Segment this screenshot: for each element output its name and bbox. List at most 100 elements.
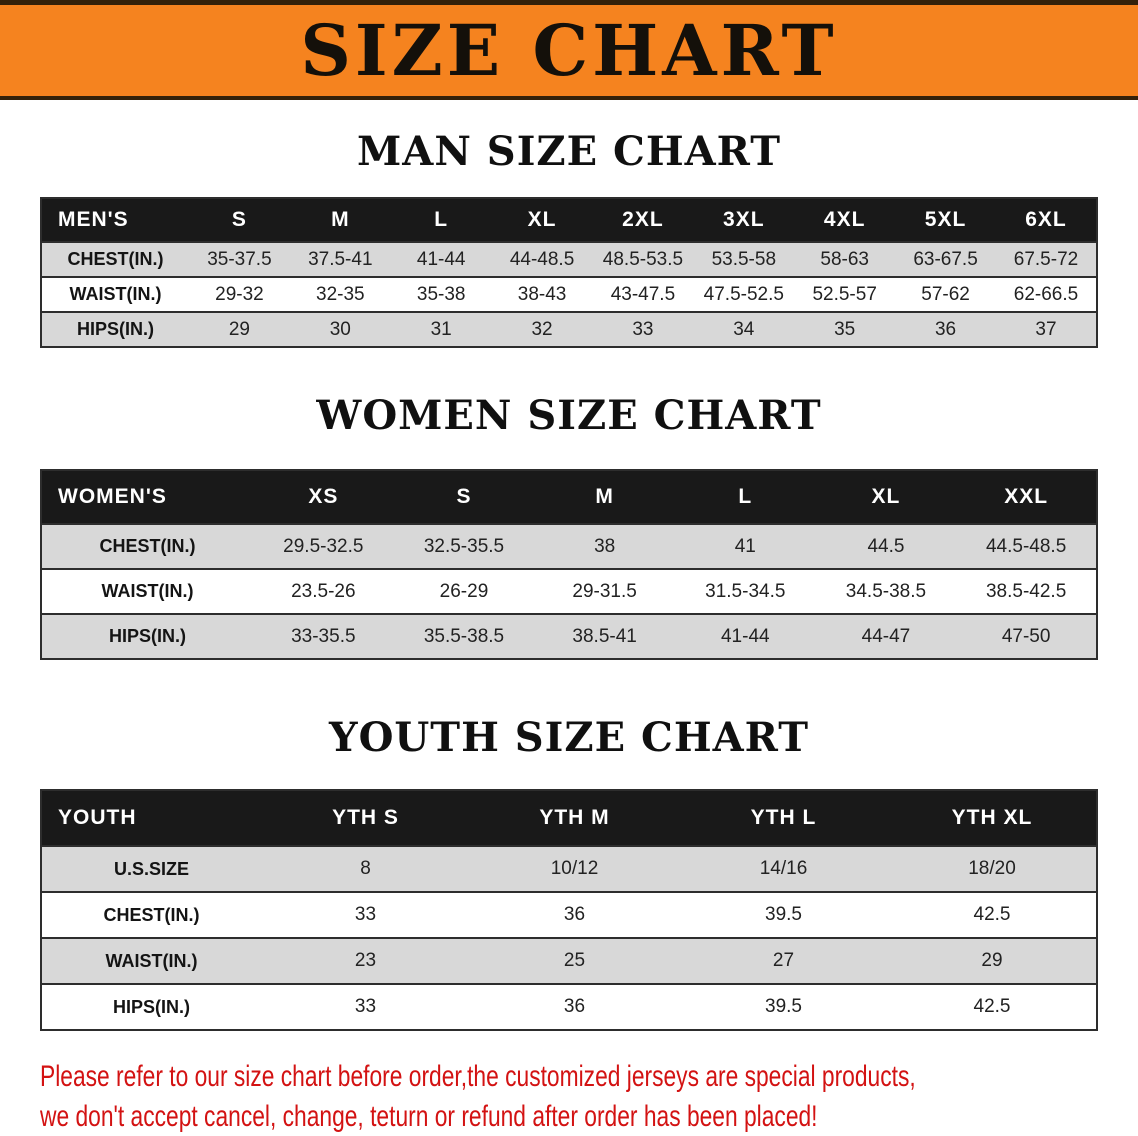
size-column-header: YTH L xyxy=(679,790,888,846)
size-value: 52.5-57 xyxy=(794,276,896,312)
size-column-header: XL xyxy=(815,470,957,524)
row-label: WAIST(IN.) xyxy=(41,276,189,312)
size-value: 62-66.5 xyxy=(996,276,1097,312)
youth-section-heading: YOUTH SIZE CHART xyxy=(329,714,809,761)
size-value: 18/20 xyxy=(888,845,1097,892)
size-value: 47.5-52.5 xyxy=(693,276,795,312)
table-corner-label: WOMEN'S xyxy=(41,470,253,524)
size-column-header: YTH M xyxy=(470,790,679,846)
women-size-chart-section: WOMEN SIZE CHART WOMEN'S XS S M L XL XXL CHEST(… xyxy=(0,392,1138,660)
disclaimer-line-1: Please refer to our size chart before or… xyxy=(40,1060,916,1093)
size-value: 29.5-32.5 xyxy=(253,523,394,569)
size-value: 41-44 xyxy=(674,613,816,659)
size-value: 32 xyxy=(491,311,593,347)
size-value: 39.5 xyxy=(679,983,888,1030)
row-label: U.S.SIZE xyxy=(41,845,261,892)
size-value: 35 xyxy=(794,311,896,347)
size-value: 32-35 xyxy=(289,276,391,312)
men-size-table: MEN'S S M L XL 2XL 3XL 4XL 5XL 6XL CHEST(IN.) 35-37… xyxy=(40,197,1098,348)
size-value: 29-31.5 xyxy=(534,568,675,614)
size-value: 44.5 xyxy=(815,523,957,569)
size-value: 44.5-48.5 xyxy=(956,523,1097,569)
size-value: 36 xyxy=(470,891,679,938)
size-value: 41 xyxy=(674,523,816,569)
table-row: WAIST(IN.) 23.5-26 26-29 29-31.5 31.5-34.5 34… xyxy=(41,568,1097,614)
size-column-header: XL xyxy=(491,198,593,242)
size-column-header: L xyxy=(674,470,816,524)
size-column-header: 4XL xyxy=(794,198,896,242)
size-value: 14/16 xyxy=(679,845,888,892)
size-column-header: S xyxy=(189,198,290,242)
table-row: WAIST(IN.) 29-32 32-35 35-38 38-43 43-47.5 47.… xyxy=(41,276,1097,312)
size-value: 58-63 xyxy=(794,241,896,277)
row-label: WAIST(IN.) xyxy=(41,568,253,614)
size-value: 39.5 xyxy=(679,891,888,938)
table-row: U.S.SIZE 8 10/12 14/16 18/20 xyxy=(41,845,1097,892)
size-value: 33 xyxy=(261,983,470,1030)
size-value: 38 xyxy=(534,523,675,569)
table-row: HIPS(IN.) 33-35.5 35.5-38.5 38.5-41 41-44 44-… xyxy=(41,613,1097,659)
size-value: 29-32 xyxy=(189,276,290,312)
size-value: 29 xyxy=(189,311,290,347)
size-value: 30 xyxy=(289,311,391,347)
size-value: 67.5-72 xyxy=(996,241,1097,277)
size-column-header: S xyxy=(393,470,535,524)
size-value: 48.5-53.5 xyxy=(592,241,694,277)
size-column-header: 5XL xyxy=(895,198,996,242)
youth-size-table: YOUTH YTH S YTH M YTH L YTH XL U.S.SIZE 8 10/12… xyxy=(40,789,1098,1031)
size-value: 31 xyxy=(390,311,492,347)
size-column-header: 6XL xyxy=(996,198,1097,242)
size-value: 38.5-41 xyxy=(534,613,675,659)
size-value: 26-29 xyxy=(393,568,535,614)
size-value: 29 xyxy=(888,937,1097,984)
size-value: 8 xyxy=(261,845,470,892)
table-corner-label: MEN'S xyxy=(41,198,189,242)
size-column-header: XXL xyxy=(956,470,1097,524)
table-header-row: YOUTH YTH S YTH M YTH L YTH XL xyxy=(41,790,1097,846)
size-value: 31.5-34.5 xyxy=(674,568,816,614)
size-value: 33-35.5 xyxy=(253,613,394,659)
size-value: 36 xyxy=(470,983,679,1030)
table-row: CHEST(IN.) 35-37.5 37.5-41 41-44 44-48.5 48.5… xyxy=(41,241,1097,277)
row-label: HIPS(IN.) xyxy=(41,613,253,659)
row-label: CHEST(IN.) xyxy=(41,891,261,938)
size-value: 32.5-35.5 xyxy=(393,523,535,569)
size-value: 42.5 xyxy=(888,891,1097,938)
table-header-row: MEN'S S M L XL 2XL 3XL 4XL 5XL 6XL xyxy=(41,198,1097,242)
size-value: 53.5-58 xyxy=(693,241,795,277)
men-section-heading: MAN SIZE CHART xyxy=(357,128,781,175)
size-column-header: L xyxy=(390,198,492,242)
size-value: 43-47.5 xyxy=(592,276,694,312)
size-value: 34.5-38.5 xyxy=(815,568,957,614)
size-value: 37 xyxy=(996,311,1097,347)
size-column-header: 2XL xyxy=(592,198,694,242)
size-value: 36 xyxy=(895,311,996,347)
size-value: 35-37.5 xyxy=(189,241,290,277)
size-value: 38-43 xyxy=(491,276,593,312)
youth-size-chart-section: YOUTH SIZE CHART YOUTH YTH S YTH M YTH L YTH… xyxy=(0,714,1138,1031)
table-row: CHEST(IN.) 29.5-32.5 32.5-35.5 38 41 44.5 44.5… xyxy=(41,523,1097,569)
size-value: 23.5-26 xyxy=(253,568,394,614)
size-value: 34 xyxy=(693,311,795,347)
size-value: 33 xyxy=(592,311,694,347)
size-column-header: YTH XL xyxy=(888,790,1097,846)
size-value: 35.5-38.5 xyxy=(393,613,535,659)
disclaimer: Please refer to our size chart before or… xyxy=(40,1057,1138,1136)
size-value: 10/12 xyxy=(470,845,679,892)
row-label: CHEST(IN.) xyxy=(41,523,253,569)
page-title: SIZE CHART xyxy=(300,8,838,92)
size-value: 44-47 xyxy=(815,613,957,659)
size-value: 44-48.5 xyxy=(491,241,593,277)
women-section-heading: WOMEN SIZE CHART xyxy=(316,392,822,439)
table-row: HIPS(IN.) 33 36 39.5 42.5 xyxy=(41,983,1097,1030)
table-row: HIPS(IN.) 29 30 31 32 33 34 35 36 37 xyxy=(41,311,1097,347)
disclaimer-line-2: we don't accept cancel, change, teturn o… xyxy=(40,1099,818,1133)
size-value: 35-38 xyxy=(390,276,492,312)
row-label: HIPS(IN.) xyxy=(41,311,189,347)
size-value: 57-62 xyxy=(895,276,996,312)
size-value: 37.5-41 xyxy=(289,241,391,277)
size-value: 47-50 xyxy=(956,613,1097,659)
size-column-header: YTH S xyxy=(261,790,470,846)
banner: SIZE CHART xyxy=(0,0,1138,100)
